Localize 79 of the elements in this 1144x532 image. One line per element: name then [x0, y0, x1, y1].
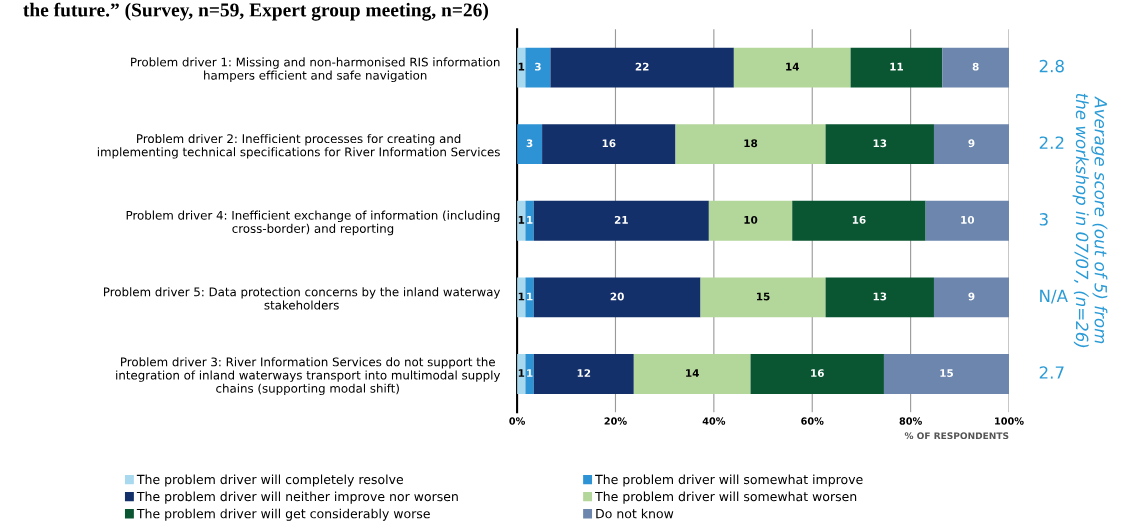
- data-label: 10: [961, 215, 975, 224]
- bar: [883, 354, 1010, 394]
- bar: [533, 277, 701, 318]
- x2-axis-title: % OF RESPONDENTS: [904, 432, 1009, 440]
- y-tick-label: Problem driver 5: Data protection concerns by the inland waterway stakeholders: [103, 287, 501, 310]
- data-label: 13: [873, 292, 887, 301]
- y-tick-label: Problem driver 1: Missing and non-harmonised RIS information hampers efficient and safe navigation: [131, 57, 500, 83]
- data-label: 20: [610, 292, 624, 301]
- data-label: 15: [756, 292, 770, 301]
- data-label: 3: [535, 62, 541, 71]
- y-tick-label: Problem driver 4: Inefficient exchange of information (including cross-border) and reporting: [126, 210, 500, 236]
- legend-label: The problem driver will get considerably worse: [136, 508, 430, 521]
- data-label: 1: [518, 62, 525, 71]
- data-label: 16: [852, 215, 866, 224]
- bar: [750, 354, 884, 394]
- text: 2.8: [1039, 59, 1064, 73]
- data-label: 16: [602, 139, 616, 148]
- data-label: 9: [968, 139, 975, 148]
- bar: [525, 200, 534, 241]
- text: 2.7: [1039, 366, 1064, 379]
- data-label: 1: [527, 292, 533, 301]
- data-label: 1: [518, 216, 525, 224]
- bar: [708, 200, 793, 241]
- legend-label: The problem driver will somewhat worsen: [595, 491, 857, 504]
- data-label: 8: [972, 62, 979, 71]
- x2-tick-label: 100%: [995, 417, 1024, 425]
- bar: [933, 277, 1010, 318]
- data-label: 18: [744, 139, 758, 148]
- x2-tick-label: 0%: [509, 417, 526, 425]
- data-label: 1: [527, 369, 533, 377]
- text: 2.2: [1039, 136, 1064, 149]
- legend-label: The problem driver will completely resolve: [136, 474, 404, 487]
- bar: [733, 47, 851, 88]
- x2-tick-label: 20%: [604, 417, 627, 425]
- bar: [525, 277, 534, 318]
- text: the future.” (Survey, n=59, Expert group meeting, n=26): [23, 2, 489, 21]
- x2-tick-label: 80%: [899, 417, 922, 425]
- data-label: 1: [527, 216, 533, 224]
- bar: [925, 200, 1010, 241]
- text: 3: [1039, 213, 1048, 226]
- data-label: 12: [577, 369, 591, 377]
- bar: [542, 124, 676, 165]
- bar: [792, 200, 926, 241]
- y-tick-label: Problem driver 3: River Information Services do not support the integration of inland waterways transport into multimodal supply chains (supporting modal shift): [116, 357, 501, 396]
- bar: [933, 124, 1010, 165]
- data-label: 21: [614, 215, 628, 224]
- data-label: 14: [786, 62, 799, 71]
- x2-tick-label: 40%: [702, 417, 726, 425]
- data-label: 16: [811, 369, 824, 378]
- y-tick-label: Problem driver 2: Inefficient processes for creating and implementing technical specifications for River Information Services: [97, 133, 500, 159]
- data-label: 9: [968, 292, 975, 301]
- bar: [825, 277, 934, 318]
- bar: [825, 124, 934, 165]
- legend-label: Do not know: [596, 508, 674, 519]
- data-label: 14: [686, 369, 699, 377]
- bar: [525, 354, 534, 394]
- bar: [550, 47, 734, 88]
- data-label: 22: [635, 62, 649, 71]
- data-label: 3: [526, 139, 533, 148]
- bar: [533, 200, 709, 241]
- data-label: 10: [744, 215, 758, 224]
- bar: [675, 124, 826, 165]
- text: N/A: [1040, 289, 1068, 304]
- legend-label: The problem driver will neither improve nor worsen: [136, 491, 458, 504]
- bar: [700, 277, 826, 318]
- x2-tick-label: 60%: [801, 417, 824, 425]
- data-label: 13: [873, 139, 887, 148]
- data-label: 1: [518, 292, 525, 301]
- bar: [850, 47, 943, 88]
- bar: [517, 124, 543, 165]
- legend-label: The problem driver will somewhat improve: [595, 474, 863, 487]
- y2-axis-title: Average score (out of 5) from the workshop in 07/07, (n=26): [1072, 93, 1108, 348]
- data-label: 1: [518, 369, 525, 377]
- data-label: 11: [890, 62, 903, 71]
- data-label: 15: [940, 369, 953, 378]
- bar: [942, 47, 1010, 88]
- bar: [533, 354, 634, 394]
- bar: [633, 354, 751, 394]
- bar: [525, 47, 551, 88]
